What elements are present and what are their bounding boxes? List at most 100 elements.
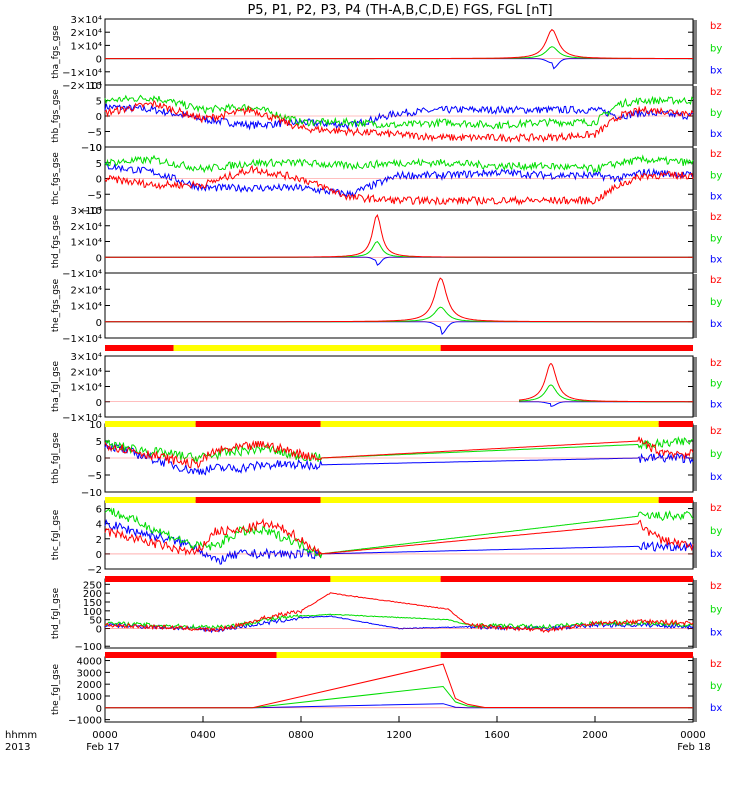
- legend-bz: bz: [710, 581, 722, 592]
- legend-bz: bz: [710, 149, 722, 160]
- series-bz: [104, 164, 694, 207]
- legend-bx: bx: [710, 628, 722, 639]
- legend-bx: bx: [710, 255, 722, 266]
- series-bz: [104, 518, 694, 557]
- x-tick-label: 1200: [386, 730, 411, 741]
- legend: bz by bx: [710, 275, 722, 330]
- corner-label-hhmm: hhmm: [5, 730, 37, 741]
- legend-bx: bx: [710, 319, 722, 330]
- y-tick-label: 2×10⁴: [71, 28, 102, 39]
- mode-bar-segment: [195, 421, 321, 427]
- series-bx: [105, 58, 693, 70]
- legend-bx: bx: [710, 66, 722, 77]
- panel-frame: [104, 355, 694, 418]
- y-tick-label: 0: [96, 175, 102, 186]
- y-tick-label: 250: [83, 580, 102, 591]
- x-tick-label: 2000: [582, 730, 607, 741]
- legend-by: by: [710, 379, 722, 390]
- series-bx: [104, 441, 694, 476]
- y-tick-label: −5: [87, 471, 102, 482]
- legend-bz: bz: [710, 21, 722, 32]
- series-by: [105, 306, 693, 323]
- y-tick-label: 1×10⁴: [71, 41, 102, 52]
- y-tick-label: 0: [96, 55, 102, 66]
- series-by: [104, 154, 694, 174]
- legend: bz by bx: [710, 358, 722, 410]
- panel-thb_fgl_gse: 10 5 0 −5 −10 thb_fgl_gse bz by bx: [51, 420, 722, 499]
- y-tick-label: −1×10⁴: [62, 68, 102, 79]
- y-tick-label: 50: [89, 616, 102, 627]
- y-axis-label: thb_fgs_gse: [51, 89, 61, 143]
- y-tick-label: 1000: [77, 692, 102, 703]
- y-tick-label: −1×10⁴: [62, 269, 102, 280]
- y-axis-label: thd_fgl_gse: [51, 587, 61, 639]
- series-by: [105, 46, 693, 60]
- mode-bar-segment: [440, 345, 693, 351]
- panel-frame: [104, 18, 694, 86]
- legend: bz by bx: [710, 581, 722, 639]
- y-tick-label: 1×10⁴: [71, 238, 102, 249]
- y-tick-label: 3×10⁴: [71, 206, 102, 217]
- legend-by: by: [710, 604, 722, 615]
- legend-by: by: [710, 43, 722, 54]
- panel-frame: [104, 656, 694, 723]
- mode-bar-segment: [276, 652, 441, 658]
- y-axis-label: thc_fgl_gse: [51, 509, 61, 560]
- y-tick-label: 150: [83, 598, 102, 609]
- y-tick-label: 1×10⁴: [71, 383, 102, 394]
- mode-bar-segment: [658, 421, 693, 427]
- series-bx: [105, 321, 693, 336]
- y-axis-label: the_fgl_gse: [51, 663, 61, 715]
- legend-by: by: [710, 233, 722, 244]
- legend-bz: bz: [710, 426, 722, 437]
- legend-bz: bz: [710, 212, 722, 223]
- y-tick-label: −2×10⁴: [62, 81, 102, 92]
- y-tick-label: 2×10⁴: [71, 285, 102, 296]
- y-tick-label: 0: [96, 550, 102, 561]
- series-by: [104, 435, 693, 463]
- y-tick-label: 5: [96, 97, 102, 108]
- y-tick-label: 4: [96, 520, 102, 531]
- series-bz: [105, 213, 693, 258]
- x-date-label-start: Feb 17: [86, 742, 120, 753]
- y-tick-label: −100: [75, 642, 102, 653]
- y-tick-label: 0: [96, 454, 102, 465]
- y-tick-label: −2: [87, 565, 102, 576]
- legend-bz: bz: [710, 275, 722, 286]
- legend-by: by: [710, 297, 722, 308]
- legend: bz by bx: [710, 21, 722, 77]
- series-bz: [105, 663, 694, 709]
- mode-bar-segment: [320, 497, 659, 503]
- series-bx: [104, 518, 694, 565]
- legend-by: by: [710, 681, 722, 692]
- y-axis-label: thd_fgs_gse: [51, 214, 61, 268]
- y-axis-label: thb_fgl_gse: [51, 432, 61, 484]
- series-by: [104, 94, 694, 130]
- legend: bz by bx: [710, 426, 722, 483]
- legend: bz by bx: [710, 149, 722, 203]
- legend-by: by: [710, 108, 722, 119]
- mode-bar-segment: [320, 421, 659, 427]
- series-bx: [105, 256, 693, 266]
- mode-bar-segment: [658, 497, 693, 503]
- series-bz: [105, 28, 693, 60]
- y-tick-label: 2×10⁴: [71, 367, 102, 378]
- mode-bar-segment: [195, 497, 321, 503]
- y-tick-label: 5: [96, 159, 102, 170]
- panel-frame: [104, 209, 694, 274]
- legend-bx: bx: [710, 703, 722, 714]
- legend: bz by bx: [710, 659, 722, 714]
- series-bz: [105, 277, 693, 323]
- mode-bar-segment: [105, 576, 331, 582]
- legend-bz: bz: [710, 358, 722, 369]
- panel-frame: [104, 272, 694, 339]
- x-tick-label: 0800: [288, 730, 313, 741]
- panel-thc_fgs_gse: 10 5 0 −5 −10 thc_fgs_gse bz by bx: [51, 143, 722, 217]
- y-axis-label: tha_fgs_gse: [51, 25, 61, 79]
- y-tick-label: −1×10⁴: [62, 413, 102, 424]
- y-tick-label: 2×10⁴: [71, 222, 102, 233]
- y-tick-label: 2: [96, 535, 102, 546]
- panel-frame: [104, 500, 694, 570]
